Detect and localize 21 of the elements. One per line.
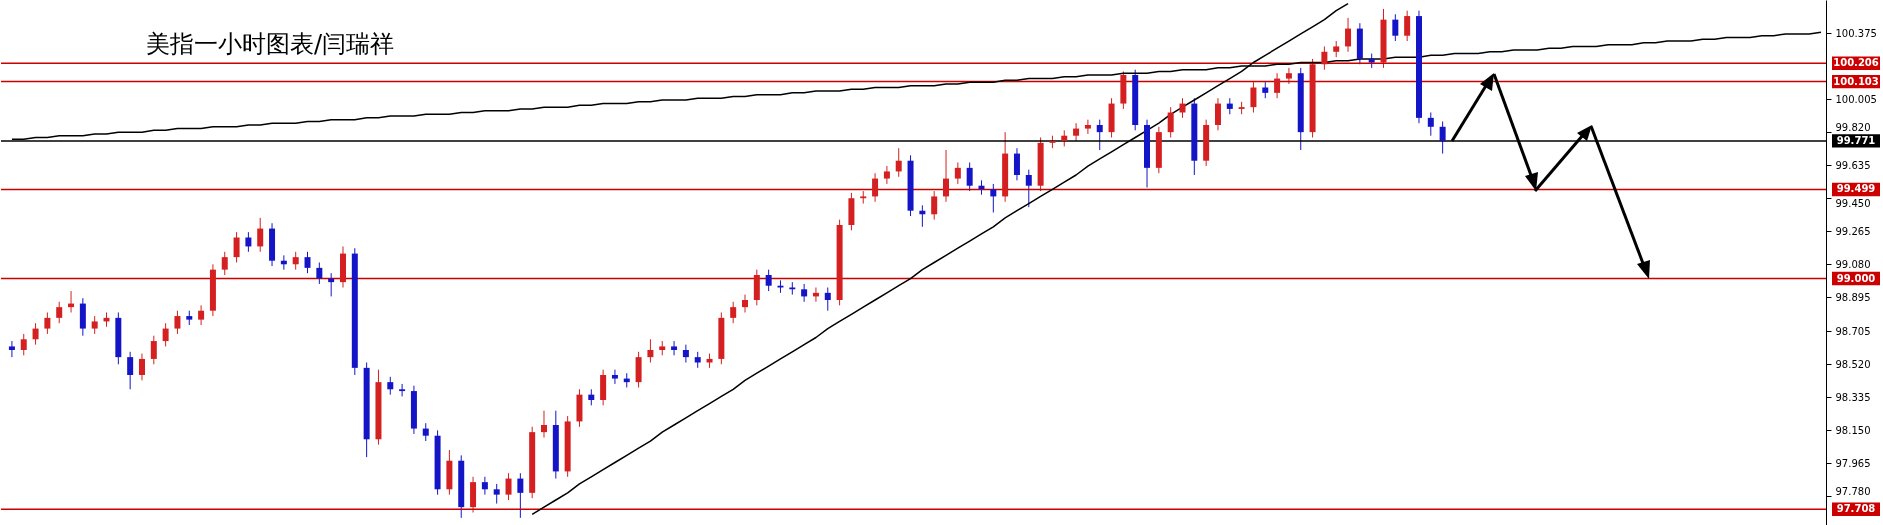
y-tick-label: 99.265 — [1835, 225, 1871, 237]
ref-line-label: 99.499 — [1836, 183, 1876, 195]
ref-line-label: 100.103 — [1833, 75, 1879, 87]
y-tick-label: 100.005 — [1835, 93, 1877, 105]
y-tick-label: 98.335 — [1835, 391, 1871, 403]
ref-line-label: 100.206 — [1833, 57, 1879, 69]
ref-line-label: 99.771 — [1836, 134, 1876, 146]
ref-line-label: 97.708 — [1836, 503, 1876, 515]
y-tick-label: 98.895 — [1835, 291, 1871, 303]
y-tick-label: 99.820 — [1835, 121, 1871, 133]
y-tick-label: 100.375 — [1835, 27, 1877, 39]
y-tick-label: 99.635 — [1835, 159, 1871, 171]
y-tick-label: 99.450 — [1835, 197, 1871, 209]
ref-line-label: 99.000 — [1836, 272, 1876, 284]
text: 美指一小时图表/闫瑞祥 — [146, 30, 395, 58]
y-tick-label: 97.780 — [1835, 485, 1871, 497]
y-tick-label: 98.150 — [1835, 424, 1871, 436]
y-tick-label: 98.520 — [1835, 358, 1871, 370]
y-tick-label: 97.965 — [1835, 457, 1871, 469]
y-tick-label: 99.080 — [1835, 258, 1871, 270]
y-tick-label: 98.705 — [1835, 325, 1871, 337]
